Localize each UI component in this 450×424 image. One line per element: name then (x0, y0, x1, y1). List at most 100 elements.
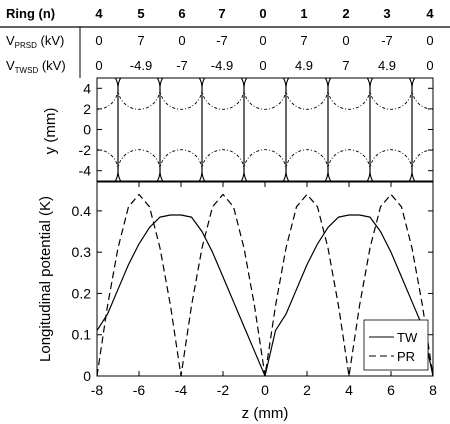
y-tick-label: 0.4 (72, 203, 92, 219)
ring-header: 5 (137, 6, 144, 21)
ring-electrode-bottom-inner-arc (97, 149, 119, 171)
table-cell: -4.9 (130, 58, 152, 73)
top-y-tick-label: -4 (79, 163, 92, 179)
y-tick-label: 0 (83, 368, 91, 384)
top-y-tick-label: 4 (83, 80, 91, 96)
ring-electrodes-panel: 4 2 0 -2 -4 y (mm) (42, 77, 434, 182)
row-label-twsd: VTWSD (kV) (6, 58, 66, 75)
ring-electrode-top-inner-arc (285, 88, 329, 110)
top-y-tick-label: -2 (79, 142, 92, 158)
ring-electrode (411, 78, 433, 181)
x-tick-label: 8 (429, 382, 437, 398)
table-cell: -7 (216, 33, 228, 48)
potential-plot-panel: -8 -6 -4 -2 0 2 4 6 8 0.4 0.3 0.2 0.1 0 z (mm) Longit… (37, 181, 437, 422)
y-tick-label: 0.3 (72, 244, 92, 260)
top-y-tick-label: 2 (83, 101, 91, 117)
top-panel-frame (96, 77, 434, 182)
ring-electrode-bottom-inner-arc (201, 149, 245, 171)
voltage-table: Ring (n) VPRSD (kV) VTWSD (kV) 4 5 6 7 0 1 2 3 4… (0, 6, 450, 78)
y-tick-label: 0.2 (72, 285, 92, 301)
ring-electrode (285, 78, 329, 181)
x-tick-label: -4 (175, 382, 188, 398)
ring-electrode-top-inner-arc (411, 88, 433, 110)
legend-label-tw: TW (397, 330, 418, 345)
table-cell: 0 (95, 33, 102, 48)
ring-electrode-top-arc (159, 78, 203, 89)
x-tick-label: 4 (345, 382, 353, 398)
ring-electrode-bottom-arc (243, 170, 287, 181)
ring-header: 6 (178, 6, 185, 21)
ring-electrode-bottom-inner-arc (117, 149, 161, 171)
ring-electrode (243, 78, 287, 181)
x-axis-label: z (mm) (242, 405, 289, 422)
ring-header: 7 (218, 6, 225, 21)
table-cell: 0 (259, 33, 266, 48)
ring-electrode-top-arc (369, 78, 413, 89)
ring-electrode-top-inner-arc (243, 88, 287, 110)
ring-electrode-top-arc (285, 78, 329, 89)
ring-header: 2 (342, 6, 349, 21)
ring-electrode (327, 78, 371, 181)
ring-electrode-bottom-arc (159, 170, 203, 181)
table-cell: 0 (426, 58, 433, 73)
y-tick-label: 0.1 (72, 327, 92, 343)
series-line-pr (96, 193, 434, 377)
x-tick-label: -8 (91, 382, 104, 398)
ring-electrode (159, 78, 203, 181)
ring-electrode-bottom-inner-arc (369, 149, 413, 171)
ring-electrode-bottom-inner-arc (243, 149, 287, 171)
table-cell: 7 (137, 33, 144, 48)
ring-header: 1 (300, 6, 307, 21)
ring-electrode (117, 78, 161, 181)
top-y-tick-label: 0 (83, 122, 91, 138)
x-tick-label: 2 (303, 382, 311, 398)
ring-electrode-bottom-arc (411, 170, 416, 181)
table-cell: 4.9 (295, 58, 313, 73)
table-cell: 0 (95, 58, 102, 73)
ring-electrode-top-inner-arc (159, 88, 203, 110)
x-tick-label: 6 (387, 382, 395, 398)
legend: TW PR (363, 319, 429, 371)
ring-electrode-top-inner-arc (117, 88, 161, 110)
ring-electrode-bottom-arc (327, 170, 371, 181)
ring-header: 4 (95, 6, 103, 21)
ring-electrode-top-arc (411, 78, 416, 89)
ring-electrode-top-arc (114, 78, 119, 89)
ring-electrode-bottom-arc (285, 170, 329, 181)
ring-electrode-bottom-arc (117, 170, 161, 181)
table-cell: 0 (178, 33, 185, 48)
x-tick-label: 0 (261, 382, 269, 398)
table-header-label: Ring (n) (6, 6, 55, 21)
ring-electrode-top-arc (201, 78, 245, 89)
ring-electrode-top-inner-arc (97, 88, 119, 110)
table-cell: 4.9 (378, 58, 396, 73)
ring-electrode-bottom-inner-arc (411, 149, 433, 171)
ring-electrode-top-inner-arc (369, 88, 413, 110)
ring-electrode-top-inner-arc (201, 88, 245, 110)
table-cell: -4.9 (211, 58, 233, 73)
legend-label-pr: PR (397, 349, 415, 364)
table-cell: 7 (342, 58, 349, 73)
row-label-prsd: VPRSD (kV) (6, 33, 64, 50)
table-cell: -7 (381, 33, 393, 48)
ring-electrode (201, 78, 245, 181)
ring-electrode-top-inner-arc (327, 88, 371, 110)
ring-electrode (369, 78, 413, 181)
table-cell: 0 (259, 58, 266, 73)
ring-electrode-top-arc (243, 78, 287, 89)
table-cell: 0 (426, 33, 433, 48)
ring-electrode-bottom-inner-arc (327, 149, 371, 171)
table-cell: -7 (176, 58, 188, 73)
top-y-axis-label: y (mm) (42, 108, 59, 155)
y-axis-label: Longitudinal potential (K) (37, 196, 54, 362)
x-tick-label: -2 (217, 382, 230, 398)
x-tick-label: -6 (133, 382, 146, 398)
table-cell: 0 (342, 33, 349, 48)
table-cell: 7 (300, 33, 307, 48)
ring-electrode-bottom-inner-arc (285, 149, 329, 171)
ring-header: 0 (259, 6, 266, 21)
ring-header: 4 (426, 6, 434, 21)
ring-header: 3 (383, 6, 390, 21)
ring-electrode-bottom-arc (201, 170, 245, 181)
